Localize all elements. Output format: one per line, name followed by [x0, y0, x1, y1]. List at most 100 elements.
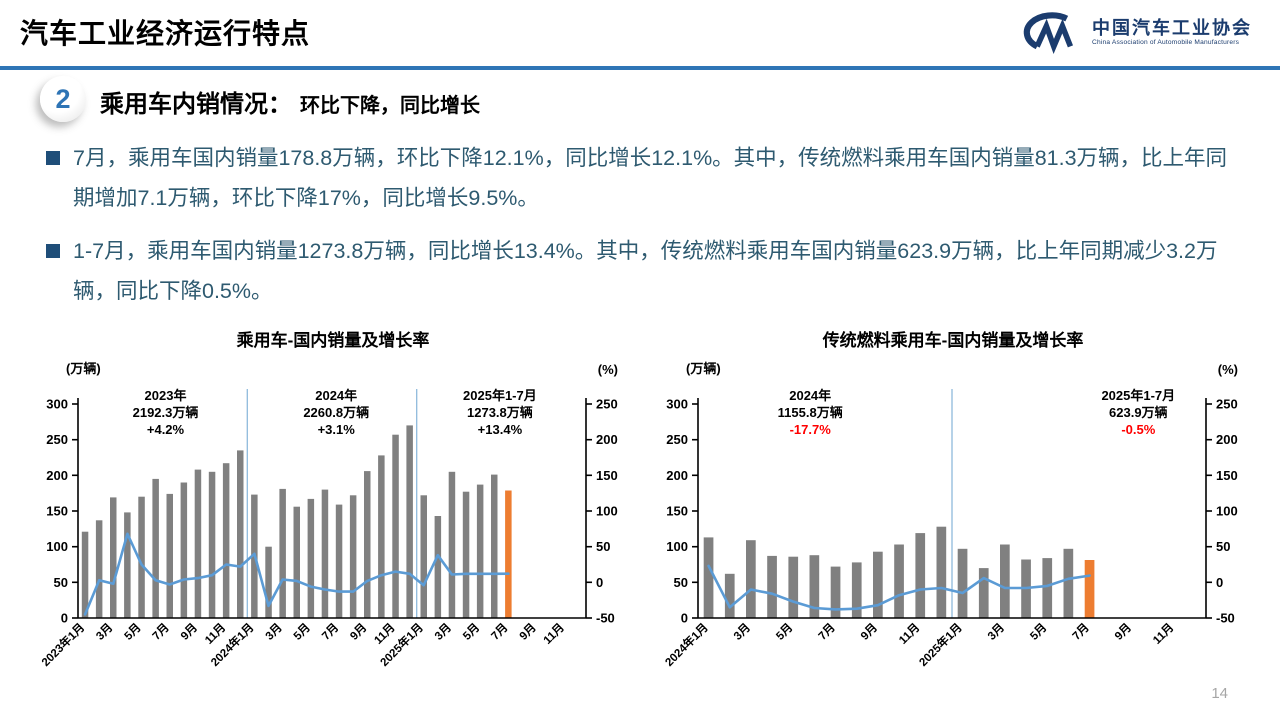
left-axis-unit-label: (万辆)	[66, 361, 101, 376]
svg-text:9月: 9月	[178, 621, 200, 643]
svg-text:0: 0	[1216, 575, 1223, 590]
svg-text:623.9万辆: 623.9万辆	[1109, 405, 1168, 420]
svg-text:100: 100	[46, 539, 68, 554]
svg-text:7月: 7月	[150, 621, 172, 643]
page-title: 汽车工业经济运行特点	[20, 18, 311, 49]
svg-text:0: 0	[596, 575, 603, 590]
bullet-text-1: 7月，乘用车国内销量178.8万辆，环比下降12.1%，同比增长12.1%。其中…	[73, 146, 1228, 210]
section-heading: 乘用车内销情况： 环比下降，同比增长	[100, 84, 480, 119]
svg-text:2024年: 2024年	[789, 388, 831, 403]
svg-text:3月: 3月	[432, 621, 454, 643]
svg-text:11月: 11月	[202, 621, 228, 647]
svg-text:7月: 7月	[1070, 621, 1092, 643]
svg-text:2025年1-7月: 2025年1-7月	[1101, 388, 1175, 403]
right-axis-unit-label: (%)	[1217, 362, 1238, 377]
bullet-text-2: 1-7月，乘用车国内销量1273.8万辆，同比增长13.4%。其中，传统燃料乘用…	[73, 239, 1218, 303]
org-name-cn: 中国汽车工业协会	[1092, 17, 1252, 38]
svg-text:11月: 11月	[372, 621, 398, 647]
svg-text:50: 50	[54, 575, 68, 590]
svg-text:2025年1月: 2025年1月	[916, 620, 965, 669]
svg-text:3月: 3月	[985, 621, 1007, 643]
svg-text:200: 200	[666, 468, 688, 483]
svg-text:5月: 5月	[774, 621, 796, 643]
chart-canvas: 300 250 200 150 100 50 0 250 200 150 100 50 0 -50 2024…	[662, 388, 1238, 669]
svg-text:+4.2%: +4.2%	[147, 422, 185, 437]
svg-text:+13.4%: +13.4%	[478, 422, 523, 437]
bullet-list: 7月，乘用车国内销量178.8万辆，环比下降12.1%，同比增长12.1%。其中…	[46, 138, 1250, 324]
plot-area: 300 250 200 150 100 50 0 250 200 150 100 50 0 -50 2024…	[648, 384, 1258, 686]
svg-text:7月: 7月	[816, 621, 838, 643]
plot-area: 300 250 200 150 100 50 0 250 200 150 100 50 0 -50 2023…	[28, 384, 638, 686]
svg-text:150: 150	[596, 468, 618, 483]
svg-text:5月: 5月	[291, 621, 313, 643]
svg-text:11月: 11月	[896, 621, 922, 647]
bullet-square-icon	[46, 151, 60, 165]
svg-text:50: 50	[1216, 539, 1230, 554]
svg-text:11月: 11月	[1150, 621, 1176, 647]
svg-text:9月: 9月	[1112, 621, 1134, 643]
svg-text:7月: 7月	[489, 621, 511, 643]
svg-text:9月: 9月	[517, 621, 539, 643]
svg-text:11月: 11月	[541, 621, 567, 647]
svg-text:9月: 9月	[348, 621, 370, 643]
svg-text:-50: -50	[1216, 611, 1235, 626]
caam-logo: 中国汽车工业协会 China Association of Automobile…	[1010, 8, 1252, 54]
svg-text:5月: 5月	[122, 621, 144, 643]
caam-logo-icon	[1023, 12, 1074, 54]
svg-text:1155.8万辆: 1155.8万辆	[778, 405, 843, 420]
caam-logo-text: 中国汽车工业协会 China Association of Automobile…	[1092, 17, 1252, 46]
svg-text:+3.1%: +3.1%	[318, 422, 356, 437]
section-number-badge: 2	[40, 76, 86, 122]
org-name-en: China Association of Automobile Manufact…	[1092, 38, 1240, 46]
svg-text:-50: -50	[596, 611, 615, 626]
svg-text:2024年1月: 2024年1月	[662, 620, 711, 669]
chart-title: 乘用车-国内销量及增长率	[236, 331, 430, 350]
bullet-item-1: 7月，乘用车国内销量178.8万辆，环比下降12.1%，同比增长12.1%。其中…	[46, 138, 1250, 218]
ice-pv-domestic-sales-chart: 传统燃料乘用车-国内销量及增长率 (万辆) (%) 300 250 200 150 10…	[648, 326, 1258, 698]
page-number: 14	[1211, 685, 1228, 702]
svg-text:2025年1-7月: 2025年1-7月	[463, 388, 537, 403]
svg-text:200: 200	[596, 432, 618, 447]
bullet-square-icon	[46, 244, 60, 258]
chart-canvas: 300 250 200 150 100 50 0 250 200 150 100 50 0 -50 2023…	[38, 388, 618, 669]
header-divider	[0, 66, 1280, 70]
left-axis-unit-label: (万辆)	[686, 361, 721, 376]
pv-domestic-sales-chart: 乘用车-国内销量及增长率 (万辆) (%) 300 250 200 150 100 50 0…	[28, 326, 638, 698]
svg-text:2023年: 2023年	[145, 388, 187, 403]
svg-text:1273.8万辆: 1273.8万辆	[467, 405, 533, 420]
svg-text:-0.5%: -0.5%	[1121, 422, 1155, 437]
svg-text:50: 50	[596, 539, 610, 554]
svg-text:2023年1月: 2023年1月	[38, 620, 87, 669]
svg-text:250: 250	[46, 432, 68, 447]
svg-text:150: 150	[666, 504, 688, 519]
svg-text:200: 200	[1216, 432, 1238, 447]
chart-title: 传统燃料乘用车-国内销量及增长率	[822, 331, 1084, 350]
svg-text:3月: 3月	[94, 621, 116, 643]
svg-text:0: 0	[61, 611, 68, 626]
svg-text:150: 150	[46, 504, 68, 519]
svg-text:300: 300	[666, 397, 688, 412]
svg-text:3月: 3月	[263, 621, 285, 643]
svg-text:250: 250	[666, 432, 688, 447]
svg-text:2260.8万辆: 2260.8万辆	[303, 405, 369, 420]
right-axis-unit-label: (%)	[597, 362, 618, 377]
svg-text:2192.3万辆: 2192.3万辆	[133, 405, 199, 420]
svg-text:100: 100	[596, 504, 618, 519]
svg-text:50: 50	[674, 575, 688, 590]
svg-text:250: 250	[596, 397, 618, 412]
svg-text:150: 150	[1216, 468, 1238, 483]
svg-text:2024年: 2024年	[315, 388, 357, 403]
svg-text:3月: 3月	[731, 621, 753, 643]
svg-text:200: 200	[46, 468, 68, 483]
svg-text:300: 300	[46, 397, 68, 412]
svg-text:100: 100	[1216, 504, 1238, 519]
bullet-item-2: 1-7月，乘用车国内销量1273.8万辆，同比增长13.4%。其中，传统燃料乘用…	[46, 231, 1250, 311]
svg-text:7月: 7月	[319, 621, 341, 643]
svg-text:0: 0	[681, 611, 688, 626]
svg-text:-17.7%: -17.7%	[790, 422, 832, 437]
svg-text:250: 250	[1216, 397, 1238, 412]
svg-text:100: 100	[666, 539, 688, 554]
svg-text:9月: 9月	[858, 621, 880, 643]
section-title: 乘用车内销情况：	[100, 91, 292, 118]
section-subtitle: 环比下降，同比增长	[300, 95, 480, 117]
